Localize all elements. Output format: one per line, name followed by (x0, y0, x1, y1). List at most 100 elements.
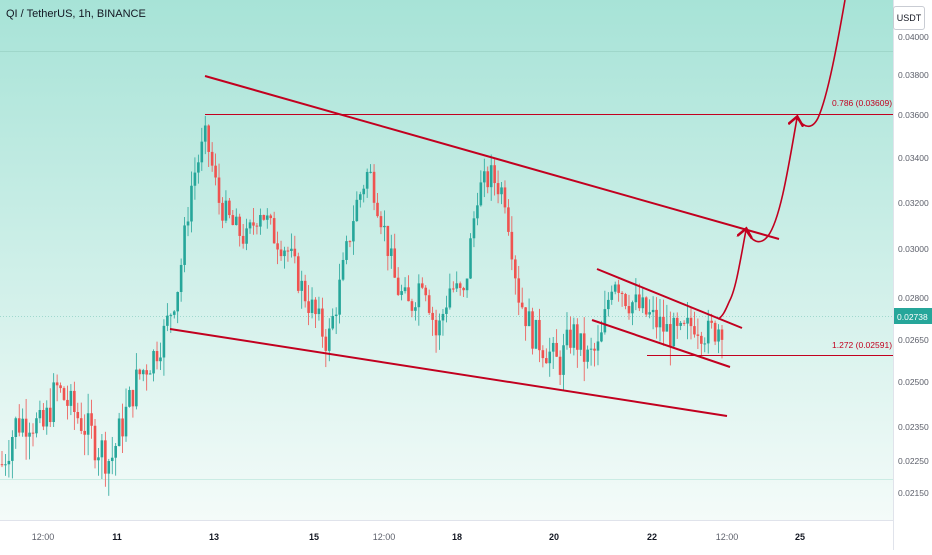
candle-body (482, 171, 486, 183)
candle-body (300, 280, 304, 291)
candle-body (644, 297, 648, 315)
candle-body (376, 202, 379, 217)
candle-body (572, 324, 576, 348)
candle-body (45, 407, 49, 427)
candle-body (334, 314, 338, 316)
candle-body (414, 307, 417, 311)
candle-body (472, 218, 476, 239)
candle-body (720, 329, 724, 340)
candle-body (693, 326, 696, 335)
candle-body (672, 317, 676, 347)
candle-body (231, 215, 235, 226)
projection-path (717, 0, 846, 320)
candle-body (534, 319, 538, 349)
candle-body (345, 241, 348, 260)
candle-body (420, 283, 424, 288)
candle-body (438, 320, 441, 336)
candle-body (669, 324, 672, 347)
candle-body (62, 388, 66, 400)
candle-body (427, 295, 431, 313)
candle-body (465, 278, 469, 291)
candle-body (42, 409, 45, 427)
candle-body (317, 308, 321, 315)
candle-body (21, 418, 24, 433)
candle-body (417, 283, 421, 308)
candle-body (617, 284, 620, 293)
candle-body (307, 301, 310, 313)
candle-body (86, 413, 90, 435)
time-axis-panel (0, 520, 893, 550)
candle-body (500, 187, 503, 195)
candle-body (431, 312, 434, 320)
candle-body (290, 248, 293, 251)
y-tick-label: 0.02150 (898, 488, 929, 498)
candle-body (255, 225, 259, 227)
candle-body (514, 259, 517, 279)
currency-button[interactable]: USDT (893, 6, 925, 30)
price-badge: 0.02738 (894, 308, 932, 324)
candle-body (458, 283, 462, 288)
candle-body (579, 333, 583, 350)
candle-body (400, 291, 403, 295)
candle-body (176, 292, 179, 312)
candle-body (510, 231, 514, 260)
candle-body (310, 299, 314, 313)
candle-body (386, 225, 390, 256)
candle-body (104, 440, 107, 474)
candle-body (658, 316, 662, 328)
candle-body (362, 188, 366, 195)
candle-body (114, 445, 117, 458)
candles (0, 115, 724, 496)
candle-body (531, 311, 534, 349)
candle-body (248, 222, 252, 229)
candle-body (624, 294, 627, 307)
projection-arrow (717, 230, 746, 320)
candle-body (355, 199, 359, 222)
projection-arrow (796, 0, 846, 128)
candle-body (610, 291, 614, 300)
candle-body (141, 370, 145, 375)
x-tick-label: 22 (647, 532, 657, 542)
plot-background (0, 0, 893, 520)
grid (0, 51, 893, 480)
x-tick-label: 20 (549, 532, 559, 542)
candle-body (548, 351, 552, 364)
candle-body (14, 418, 18, 437)
candle-body (655, 309, 658, 328)
candle-body (576, 324, 579, 350)
candle-body (4, 464, 7, 466)
fib-level-label: 1.272 (0.02591) (832, 340, 892, 350)
candle-body (262, 215, 266, 220)
y-tick-label: 0.04000 (898, 32, 929, 42)
candle-body (562, 345, 565, 375)
candle-body (110, 457, 114, 462)
candle-body (148, 373, 152, 375)
candle-body (238, 216, 242, 236)
candle-body (73, 390, 76, 413)
candle-body (569, 329, 572, 348)
candle-body (286, 250, 290, 252)
candle-body (28, 432, 31, 437)
candle-body (97, 457, 100, 461)
candle-body (545, 358, 548, 364)
candle-body (593, 348, 596, 351)
candle-body (69, 390, 73, 406)
candle-body (689, 317, 693, 327)
candle-body (607, 299, 610, 310)
candle-body (172, 311, 176, 315)
candle-body (558, 356, 562, 375)
candle-body (38, 409, 42, 419)
candle-body (100, 440, 104, 458)
candle-body (396, 277, 400, 295)
candle-body (631, 302, 634, 314)
candle-body (451, 288, 455, 290)
candle-body (145, 370, 148, 375)
candle-body (234, 216, 238, 226)
candle-body (31, 432, 35, 434)
projection-arrow (745, 118, 797, 243)
candle-body (686, 317, 689, 324)
candle-body (283, 250, 286, 257)
candle-body (293, 248, 297, 257)
trend-lines (169, 75, 780, 417)
